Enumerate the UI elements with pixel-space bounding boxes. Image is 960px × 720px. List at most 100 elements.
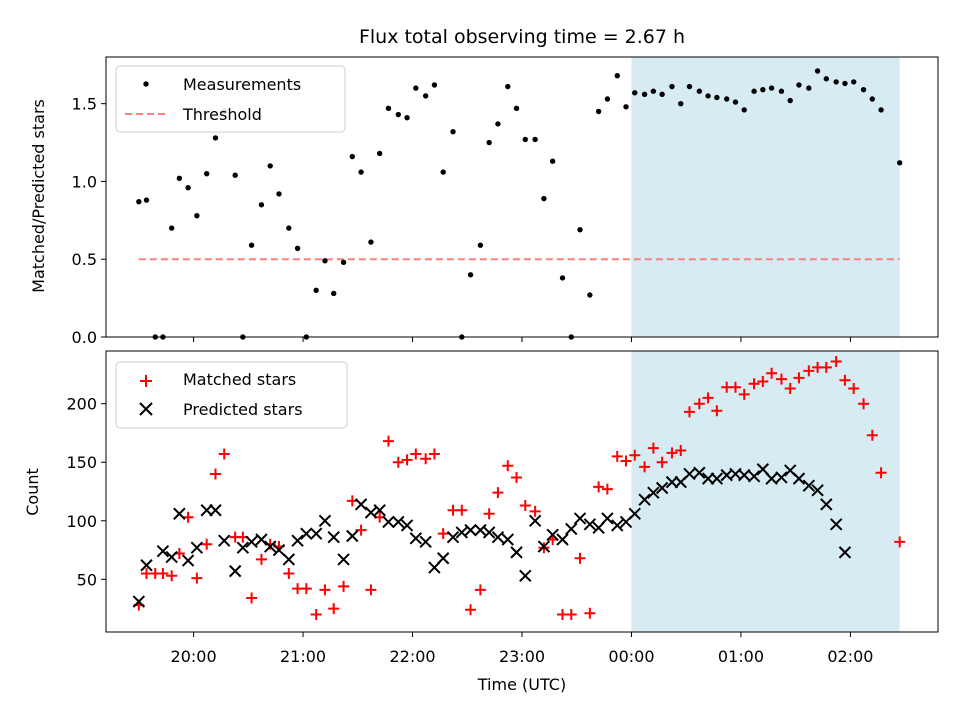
matched-star-point (675, 445, 687, 457)
x-tick-label: 20:00 (171, 647, 217, 666)
bottom-legend-box (115, 361, 348, 429)
measurement-point (340, 259, 347, 266)
measurement-point (714, 94, 720, 101)
predicted-star-point (181, 554, 195, 567)
matched-star-point (157, 567, 169, 579)
predicted-star-point (309, 527, 323, 540)
measurement-point (541, 195, 547, 202)
measurement-point (395, 111, 401, 118)
measurement-point (532, 136, 538, 143)
matched-star-point (620, 455, 632, 467)
measurement-point (678, 100, 684, 107)
predicted-star-point (382, 515, 395, 529)
matched-star-point (456, 504, 468, 516)
matched-star-point (346, 495, 358, 507)
measurement-point (778, 88, 785, 94)
matched-star-point (382, 435, 394, 447)
measurement-point (313, 287, 319, 294)
measurement-point (842, 80, 848, 87)
bottom-axes-frame (105, 350, 939, 633)
predicted-star-point (346, 529, 359, 543)
measurement-point (587, 292, 593, 298)
predicted-star-point (419, 535, 432, 549)
top-legend: Measurements Threshold (115, 65, 346, 133)
predicted-star-point (291, 534, 304, 547)
matched-star-point (365, 584, 377, 596)
measurement-point (869, 96, 876, 102)
predicted-star-point (392, 515, 405, 529)
predicted-star-point (455, 526, 468, 539)
matched-stars-points (133, 356, 906, 620)
predicted-star-point (218, 534, 231, 547)
chart-title: Flux total observing time = 2.67 h (359, 26, 685, 48)
x-tick-label: 01:00 (718, 647, 764, 666)
measurement-point (450, 128, 456, 135)
matched-star-point (683, 406, 695, 418)
x-tick-label: 21:00 (280, 647, 326, 666)
measurement-point (385, 105, 392, 112)
measurement-point (896, 160, 903, 166)
measurement-point (833, 79, 839, 85)
predicted-star-point (373, 504, 386, 517)
predicted-star-point (491, 530, 505, 544)
predicted-star-point (747, 470, 761, 483)
predicted-star-point (628, 507, 641, 520)
measurement-point (358, 169, 364, 175)
predicted-star-point (802, 479, 816, 492)
measurement-point (185, 184, 191, 191)
matched-star-point (283, 567, 295, 579)
predicted-star-point (354, 498, 368, 511)
matched-star-point (437, 528, 449, 540)
matched-star-point (775, 373, 787, 385)
matched-star-point (392, 456, 404, 468)
predicted-star-point (409, 532, 423, 545)
predicted-star-point (318, 514, 332, 527)
matched-star-point (209, 468, 221, 480)
measurement-point (212, 135, 219, 141)
matched-star-point (766, 367, 778, 379)
matched-star-point (519, 500, 531, 512)
matched-star-point (839, 374, 851, 386)
predicted-stars-points (132, 463, 852, 608)
legend-threshold-label: Threshold (182, 105, 262, 124)
bottom-panel: 50 100 150 200 20:00 21:00 22:00 23:00 00:00 01:… (23, 350, 939, 694)
bottom-y-axis-label: Count (23, 468, 42, 516)
measurement-point (258, 202, 265, 208)
measurement-point (168, 225, 175, 231)
measurement-point (814, 68, 821, 74)
legend-measurements-label: Measurements (183, 75, 301, 94)
measurement-point (696, 88, 703, 94)
predicted-star-point (173, 507, 186, 520)
predicted-star-point (838, 546, 852, 559)
y-tick-label: 0.0 (72, 328, 97, 347)
measurement-point (549, 158, 556, 164)
predicted-star-point (792, 472, 806, 485)
predicted-star-point (701, 472, 715, 485)
predicted-star-point (272, 543, 286, 557)
y-tick-label: 1.5 (72, 95, 97, 114)
measurement-point (860, 86, 867, 93)
measurement-point (669, 83, 675, 90)
matched-star-point (511, 471, 523, 483)
predicted-star-point (546, 528, 559, 542)
matched-star-point (300, 583, 312, 595)
matched-star-point (693, 398, 705, 410)
predicted-star-point (400, 519, 414, 532)
matched-star-point (166, 570, 178, 582)
predicted-star-point (820, 498, 833, 511)
measurement-point (623, 104, 629, 110)
matched-star-point (410, 448, 422, 460)
top-y-axis-label: Matched/Predicted stars (29, 99, 48, 293)
predicted-star-point (647, 486, 660, 499)
measurement-point (724, 96, 730, 102)
matched-star-point (738, 388, 750, 400)
matched-star-point (191, 572, 203, 584)
measurement-point (513, 105, 520, 112)
predicted-star-point (190, 541, 204, 554)
matched-star-point (793, 372, 805, 384)
predicted-star-point (829, 518, 843, 531)
matched-star-point (830, 356, 842, 368)
matched-star-point (639, 461, 651, 473)
predicted-star-point (765, 472, 778, 485)
matched-star-point (420, 453, 432, 465)
